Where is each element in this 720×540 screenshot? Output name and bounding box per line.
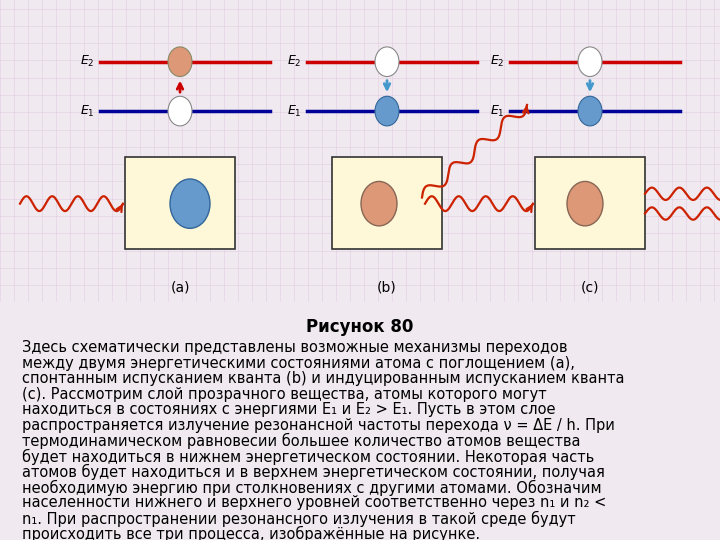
Text: находиться в состояниях с энергиями E₁ и E₂ > E₁. Пусть в этом слое: находиться в состояниях с энергиями E₁ и… bbox=[22, 402, 556, 417]
Circle shape bbox=[578, 47, 602, 77]
Text: $\it{E}_2$: $\it{E}_2$ bbox=[490, 54, 505, 69]
Text: $\it{E}_2$: $\it{E}_2$ bbox=[81, 54, 95, 69]
Text: необходимую энергию при столкновениях с другими атомами. Обозначим: необходимую энергию при столкновениях с … bbox=[22, 480, 602, 496]
Text: распространяется излучение резонансной частоты перехода ν = ΔE / h. При: распространяется излучение резонансной ч… bbox=[22, 418, 615, 433]
Circle shape bbox=[170, 179, 210, 228]
Text: n₁. При распространении резонансного излучения в такой среде будут: n₁. При распространении резонансного изл… bbox=[22, 510, 575, 526]
Circle shape bbox=[168, 47, 192, 77]
Circle shape bbox=[375, 96, 399, 126]
Circle shape bbox=[567, 181, 603, 226]
Text: термодинамическом равновесии большее количество атомов вещества: термодинамическом равновесии большее кол… bbox=[22, 433, 580, 449]
FancyBboxPatch shape bbox=[332, 157, 442, 249]
Text: спонтанным испусканием кванта (b) и индуцированным испусканием кванта: спонтанным испусканием кванта (b) и инду… bbox=[22, 372, 624, 386]
Circle shape bbox=[168, 96, 192, 126]
Text: атомов будет находиться и в верхнем энергетическом состоянии, получая: атомов будет находиться и в верхнем энер… bbox=[22, 464, 605, 480]
Text: (c): (c) bbox=[581, 281, 599, 295]
Text: Здесь схематически представлены возможные механизмы переходов: Здесь схематически представлены возможны… bbox=[22, 340, 567, 355]
Text: (a): (a) bbox=[170, 281, 190, 295]
Text: (с). Рассмотрим слой прозрачного вещества, атомы которого могут: (с). Рассмотрим слой прозрачного веществ… bbox=[22, 387, 546, 402]
Text: $\it{E}_1$: $\it{E}_1$ bbox=[81, 104, 95, 119]
Circle shape bbox=[361, 181, 397, 226]
Text: (b): (b) bbox=[377, 281, 397, 295]
Circle shape bbox=[578, 96, 602, 126]
Text: между двумя энергетическими состояниями атома с поглощением (а),: между двумя энергетическими состояниями … bbox=[22, 356, 575, 371]
Circle shape bbox=[375, 47, 399, 77]
FancyBboxPatch shape bbox=[535, 157, 645, 249]
Text: $\it{E}_1$: $\it{E}_1$ bbox=[287, 104, 302, 119]
Text: Рисунок 80: Рисунок 80 bbox=[306, 319, 414, 336]
Text: $\it{E}_2$: $\it{E}_2$ bbox=[287, 54, 302, 69]
Text: происходить все три процесса, изображённые на рисунке.: происходить все три процесса, изображённ… bbox=[22, 526, 480, 540]
FancyBboxPatch shape bbox=[125, 157, 235, 249]
Text: населенности нижнего и верхнего уровней соответственно через n₁ и n₂ <: населенности нижнего и верхнего уровней … bbox=[22, 495, 606, 510]
Text: будет находиться в нижнем энергетическом состоянии. Некоторая часть: будет находиться в нижнем энергетическом… bbox=[22, 449, 594, 465]
Text: $\it{E}_1$: $\it{E}_1$ bbox=[490, 104, 505, 119]
